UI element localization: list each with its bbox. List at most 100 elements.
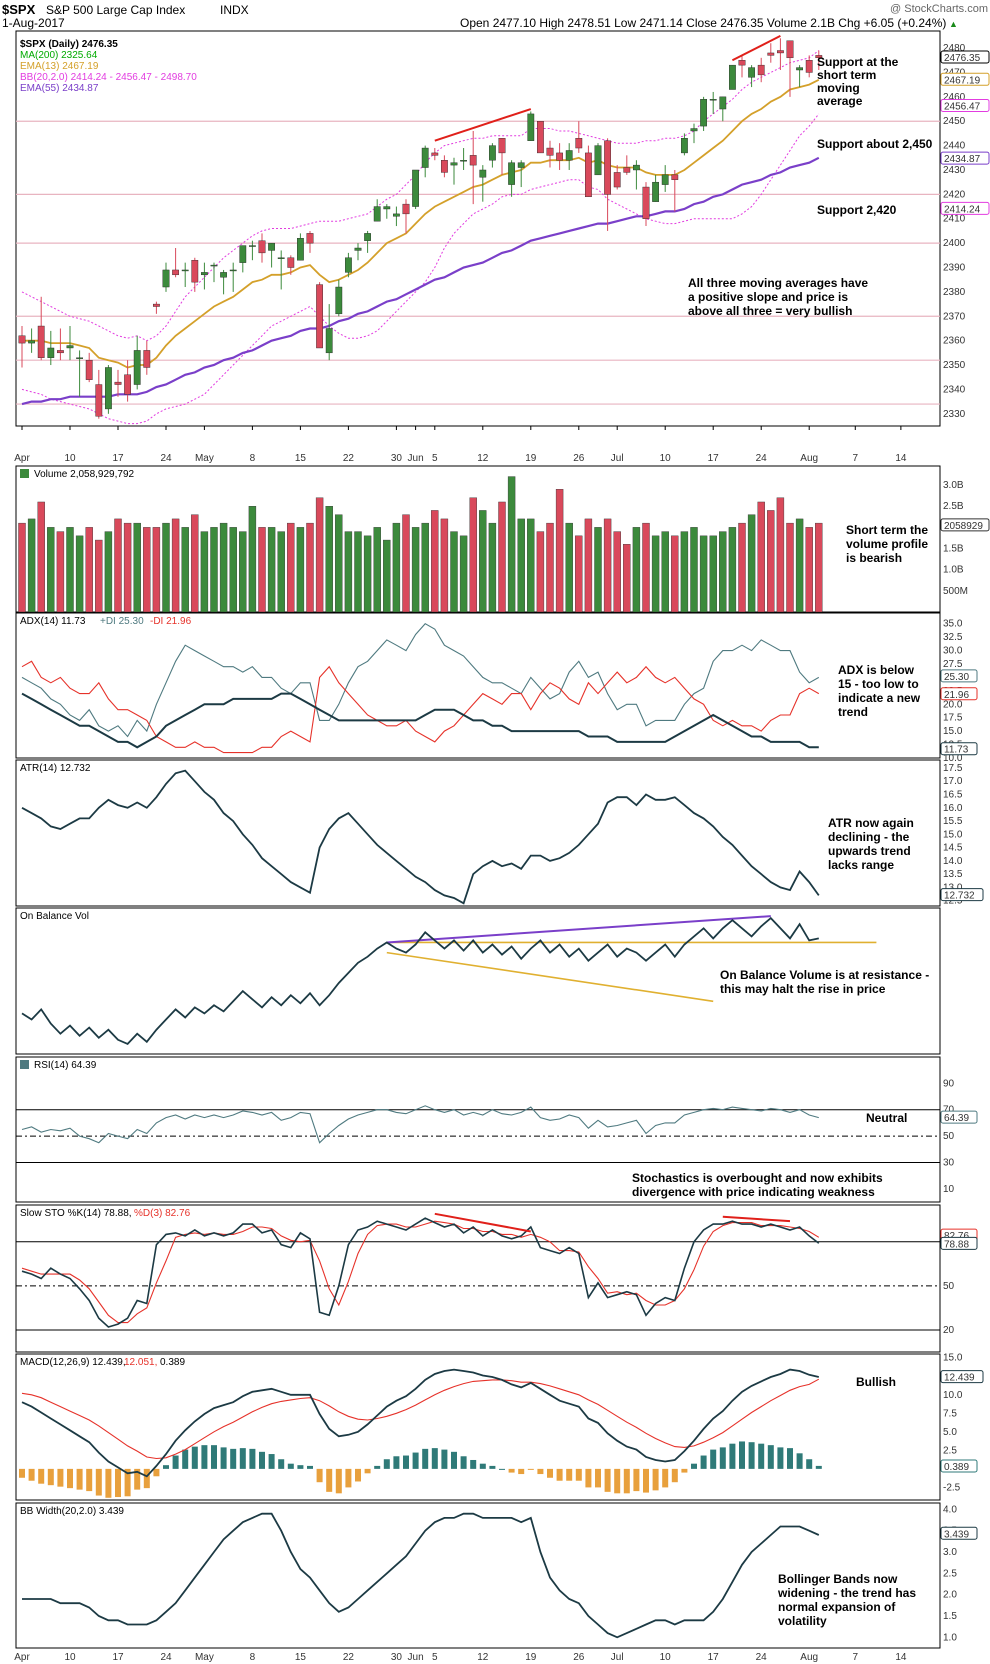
volume-bar: [603, 518, 612, 613]
candle-body: [200, 272, 208, 276]
macd-hist-bar: [19, 1468, 25, 1478]
price-badge: 2434.87: [944, 154, 981, 165]
candle-body: [652, 181, 660, 202]
candle-body: [268, 242, 275, 251]
volume-bar: [56, 531, 65, 613]
rsi-axis-tick: 30: [943, 1157, 955, 1168]
macd-hist-bar: [460, 1456, 467, 1469]
x-axis-label: 19: [525, 453, 537, 464]
macd-hist-bar: [143, 1468, 150, 1489]
candle-body: [690, 128, 698, 132]
obv-note: this may halt the rise in price: [720, 982, 886, 996]
volume-bar: [306, 522, 314, 613]
volume-bar: [171, 518, 180, 613]
price-panel: [15, 30, 941, 427]
macd-hist-bar: [86, 1468, 93, 1492]
candle-body: [441, 160, 448, 173]
adx-badge: 21.96: [944, 690, 969, 701]
candle-body: [594, 145, 602, 176]
adx-axis-tick: 10.0: [943, 753, 963, 764]
volume-bar: [594, 527, 602, 613]
volume-bar: [815, 522, 823, 613]
sto-k-line: [21, 1217, 820, 1328]
macd-hist-bar: [662, 1468, 669, 1488]
volume-bar: [680, 531, 689, 613]
volume-bar: [104, 531, 113, 613]
candle-body: [239, 245, 247, 263]
macd-badge-box: [940, 1370, 984, 1384]
atr-panel: [15, 759, 941, 907]
atr-badge: 12.732: [944, 891, 975, 902]
macd-note: Bullish: [856, 1375, 896, 1389]
volume-axis-tick: 1.0B: [943, 565, 964, 576]
volume-bar: [191, 514, 199, 613]
macd-hist-bar: [153, 1468, 160, 1477]
macd-hist-bar: [614, 1468, 621, 1494]
atr-axis-tick: 17.5: [943, 763, 963, 774]
x-axis-label-bottom: 30: [391, 1652, 403, 1663]
macd-hist-bar: [691, 1463, 697, 1469]
candle-body: [757, 64, 765, 76]
candle-body: [76, 357, 84, 359]
macd-hist-bar: [393, 1456, 400, 1469]
chart-date: 1-Aug-2017: [2, 16, 65, 30]
volume-bar: [363, 535, 372, 613]
volume-bar: [258, 527, 266, 613]
candle-body: [18, 335, 26, 344]
sto-axis-tick: 20: [943, 1325, 955, 1336]
volume-axis-tick: 3.0B: [943, 480, 964, 491]
volume-bar: [143, 527, 151, 613]
candle-body: [546, 147, 554, 156]
macd-hist-bar: [796, 1453, 803, 1469]
volume-bar: [18, 522, 26, 613]
adx-title: ADX(14) 11.73: [20, 616, 86, 627]
divergence-line: [434, 108, 532, 142]
price-axis-tick: 2390: [943, 263, 966, 274]
candle-body: [661, 174, 669, 185]
macd-hist-bar: [220, 1447, 227, 1469]
candle-body: [623, 167, 631, 173]
volume-bar: [373, 527, 381, 613]
candle-body: [152, 303, 160, 307]
moving-averages-note: All three moving averages have: [688, 276, 868, 290]
atr-note: declining - the: [828, 830, 910, 844]
bbw-note: normal expansion of: [778, 1600, 896, 1614]
macd-hist-bar: [67, 1468, 73, 1489]
volume-bar: [162, 522, 170, 613]
volume-bar: [498, 501, 506, 613]
volume-bar: [459, 535, 468, 613]
volume-bar: [575, 535, 583, 613]
volume-bar: [651, 535, 660, 613]
rsi-note: Neutral: [866, 1111, 907, 1125]
x-axis-label-bottom: 7: [852, 1652, 858, 1663]
watermark: @ StockCharts.com: [890, 3, 988, 15]
x-axis-label: 26: [573, 453, 585, 464]
adx-badge: 11.73: [944, 745, 969, 756]
volume-bar: [37, 501, 45, 613]
candle-body: [47, 347, 55, 358]
macd-hist-bar: [537, 1468, 544, 1475]
exchange-label: INDX: [220, 3, 249, 17]
candle-body: [402, 203, 410, 215]
x-axis-label-bottom: 24: [756, 1652, 768, 1663]
volume-bar: [95, 539, 103, 613]
macd-hist-bar: [57, 1468, 64, 1487]
candle-body: [786, 40, 794, 59]
rsi-axis-tick: 90: [943, 1078, 955, 1089]
macd-hist-bar: [470, 1459, 477, 1469]
atr-note: lacks range: [828, 858, 894, 872]
volume-bar: [421, 522, 429, 613]
candle-body: [421, 147, 429, 168]
x-axis-label: Jul: [611, 453, 624, 464]
x-axis-label-bottom: 14: [895, 1652, 907, 1663]
candle-body: [642, 186, 650, 219]
atr-axis-tick: 13.0: [943, 882, 963, 893]
macd-hist-bar: [38, 1468, 45, 1484]
candle-body: [393, 213, 400, 217]
adx-note: ADX is below: [838, 663, 915, 677]
volume-axis-tick: 1.5B: [943, 544, 964, 555]
x-axis-label-bottom: 22: [343, 1652, 355, 1663]
volume-bar: [517, 518, 525, 613]
atr-title: ATR(14) 12.732: [20, 763, 91, 774]
volume-bar: [335, 514, 343, 613]
